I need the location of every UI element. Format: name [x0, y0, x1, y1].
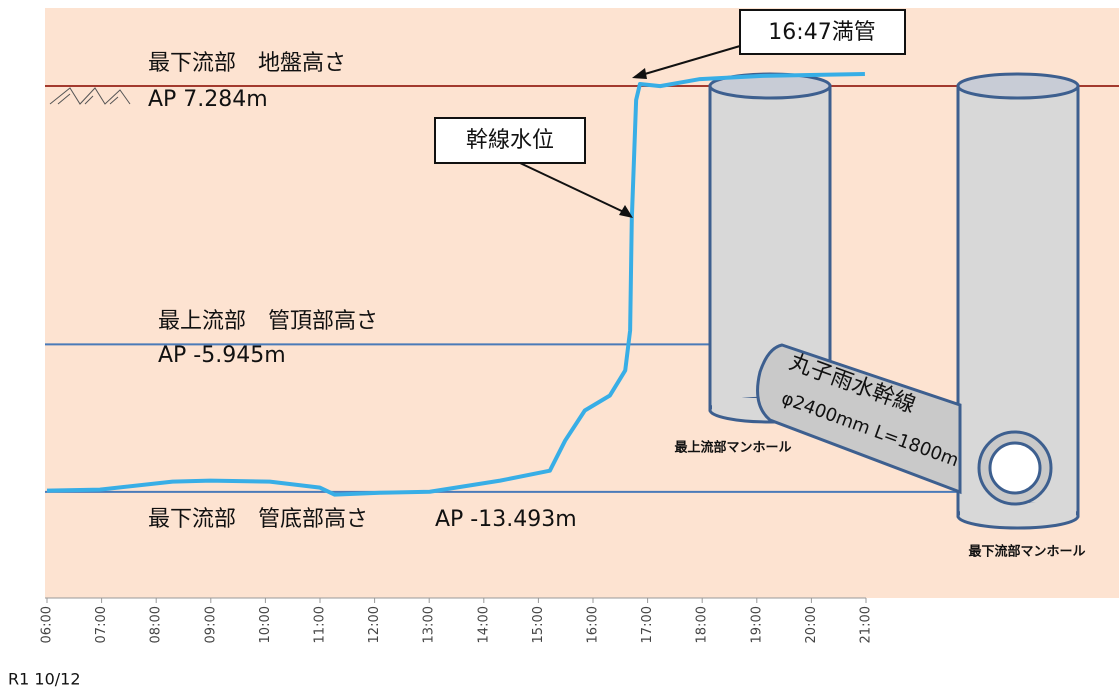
x-tick-label: 06:00 — [40, 606, 55, 643]
water-level-line — [46, 72, 865, 497]
series-name: 幹線水位 — [466, 128, 554, 153]
full-pipe-callout: 16:47満管 — [632, 9, 906, 79]
ground-hatch — [49, 87, 131, 105]
x-tick-label: 10:00 — [258, 606, 273, 643]
callout-arrowhead — [632, 68, 647, 79]
reference-label: 最上流部 管頂部高さ — [158, 309, 378, 334]
downstream-manhole-fill — [960, 503, 1076, 515]
downstream-manhole-label: 最下流部マンホール — [968, 544, 1085, 560]
x-tick-label: 16:00 — [586, 606, 601, 643]
pipe-outlet-hole — [988, 441, 1042, 495]
x-tick-label: 18:00 — [695, 606, 710, 643]
reference-label: 最下流部 地盤高さ — [148, 51, 346, 76]
callout-arrowhead — [619, 205, 633, 218]
x-tick-label: 15:00 — [531, 606, 546, 643]
callout-box — [434, 117, 586, 164]
x-tick-label: 09:00 — [203, 606, 218, 643]
callout-arrow — [519, 162, 629, 215]
reference-value-label: AP -13.493m — [435, 507, 577, 532]
x-tick-label: 12:00 — [367, 606, 382, 643]
upstream-manhole-label: 最上流部マンホール — [674, 440, 791, 456]
x-tick-label: 14:00 — [476, 606, 491, 643]
reference-value-label: AP -5.945m — [158, 343, 286, 368]
x-tick-label: 19:00 — [749, 606, 764, 643]
downstream-manhole-top — [956, 72, 1080, 100]
x-tick-label: 07:00 — [94, 606, 109, 643]
callout-text: 16:47満管 — [768, 20, 875, 45]
x-tick-label: 21:00 — [859, 606, 874, 643]
series-callout: 幹線水位 — [434, 117, 633, 218]
reference-label: 最下流部 管底部高さ — [148, 507, 368, 532]
manholes — [708, 72, 1080, 530]
date-label: R1 10/12 — [8, 670, 81, 689]
trunk-pipe — [756, 343, 962, 495]
x-tick-label: 17:00 — [640, 606, 655, 643]
x-tick-label: 08:00 — [149, 606, 164, 643]
callout-arrow — [637, 45, 741, 77]
x-tick-label: 20:00 — [804, 606, 819, 643]
x-tick-label: 13:00 — [422, 606, 437, 643]
x-tick-label: 11:00 — [313, 606, 328, 643]
plot-background — [45, 8, 1119, 598]
reference-value-label: AP 7.284m — [148, 87, 268, 112]
callout-box — [739, 9, 906, 55]
